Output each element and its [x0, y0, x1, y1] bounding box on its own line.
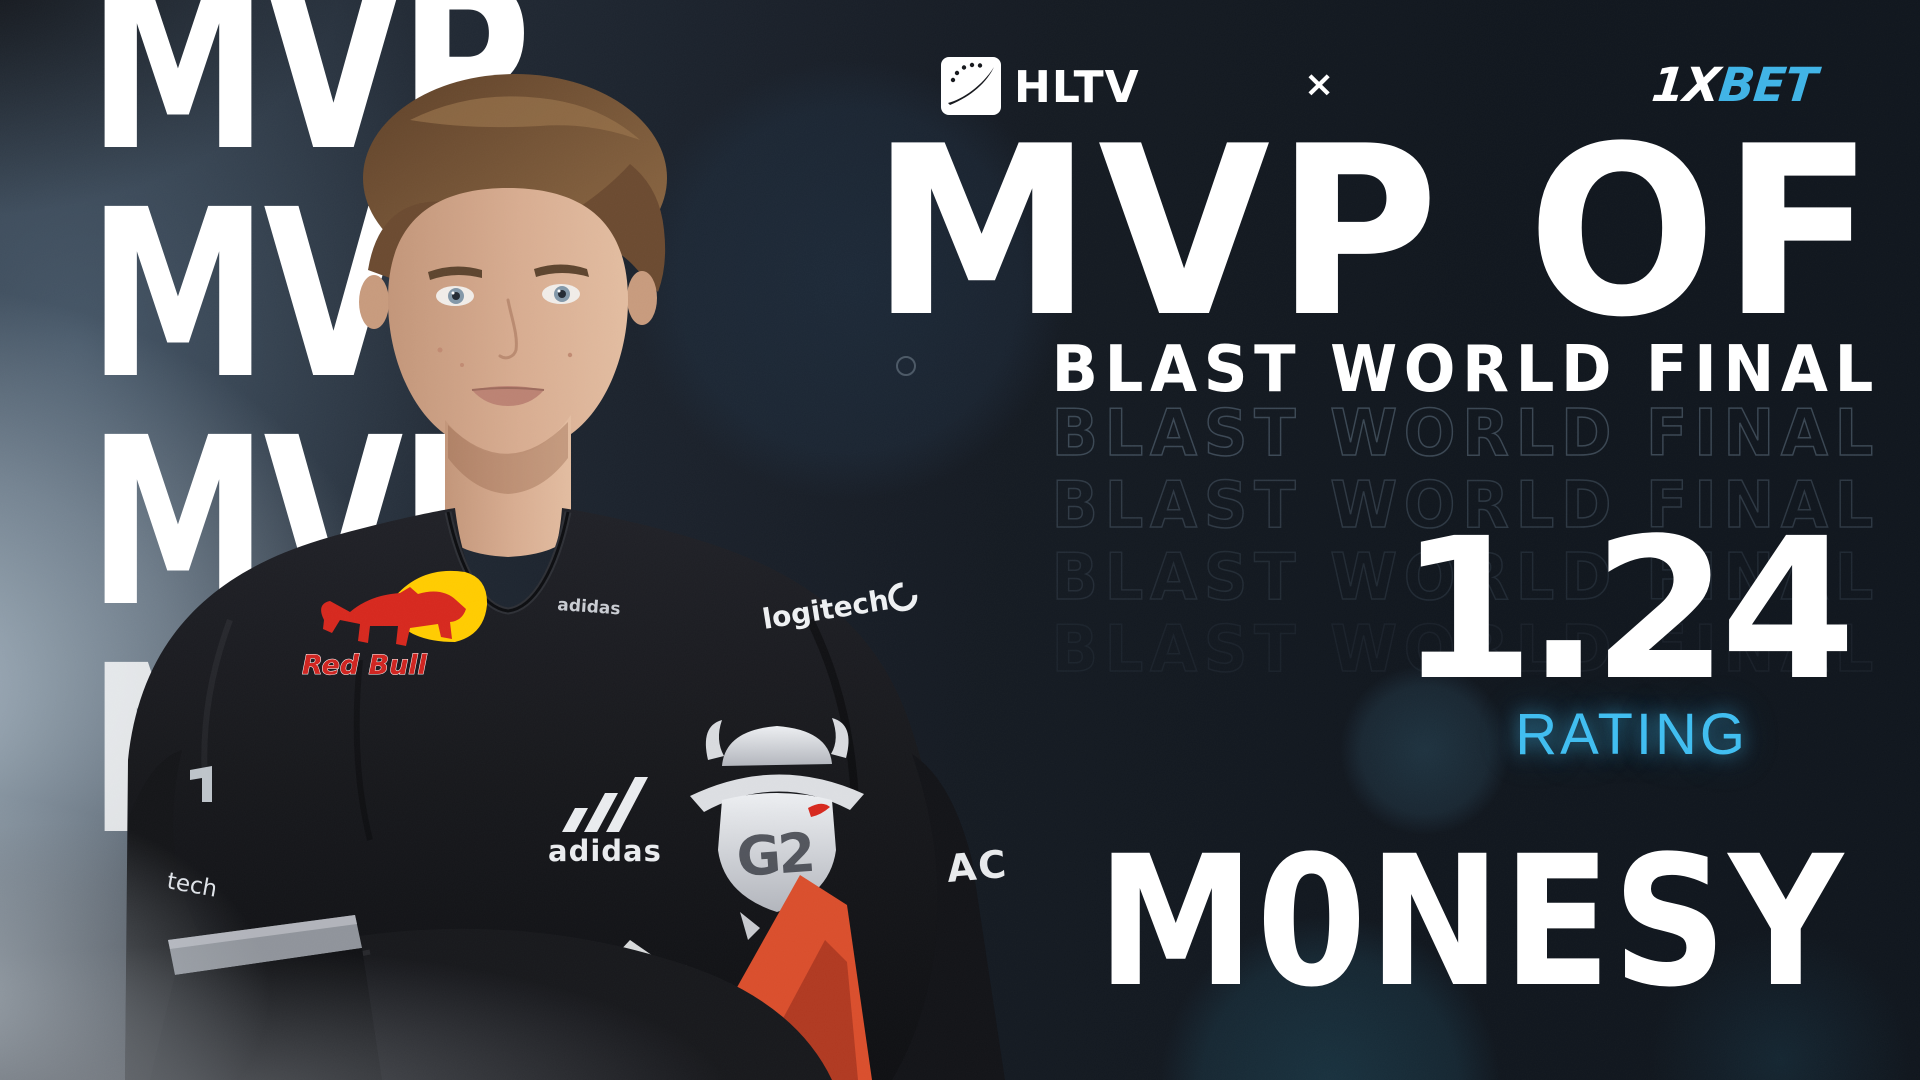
hltv-logo-icon	[941, 57, 1001, 115]
onexbet-logo-blue: BET	[1716, 58, 1819, 113]
player-ear	[359, 275, 389, 329]
onexbet-logo-white: 1X	[1649, 58, 1722, 113]
shoulder-sponsor-text: AC	[945, 842, 1010, 891]
event-title: BLAST WORLD FINAL	[1051, 333, 1880, 407]
redbull-text: Red Bull	[302, 650, 428, 681]
player-ear	[627, 271, 657, 325]
headline-mvp-of: MVP OF	[871, 97, 1880, 369]
hltv-swoosh-icon	[948, 62, 994, 105]
rating-label: RATING	[1515, 702, 1748, 767]
onexbet-logo: 1XBET	[1649, 58, 1819, 113]
hltv-logo-text: HLTV	[1014, 62, 1140, 113]
rating-value: 1.24	[1398, 496, 1856, 723]
player-face	[388, 188, 628, 456]
player-name: M0NESY	[1097, 818, 1845, 1027]
collab-x-icon: ×	[1304, 64, 1335, 105]
event-title-echo: BLAST WORLD FINAL	[1051, 397, 1880, 471]
adidas-text: adidas	[548, 834, 662, 868]
